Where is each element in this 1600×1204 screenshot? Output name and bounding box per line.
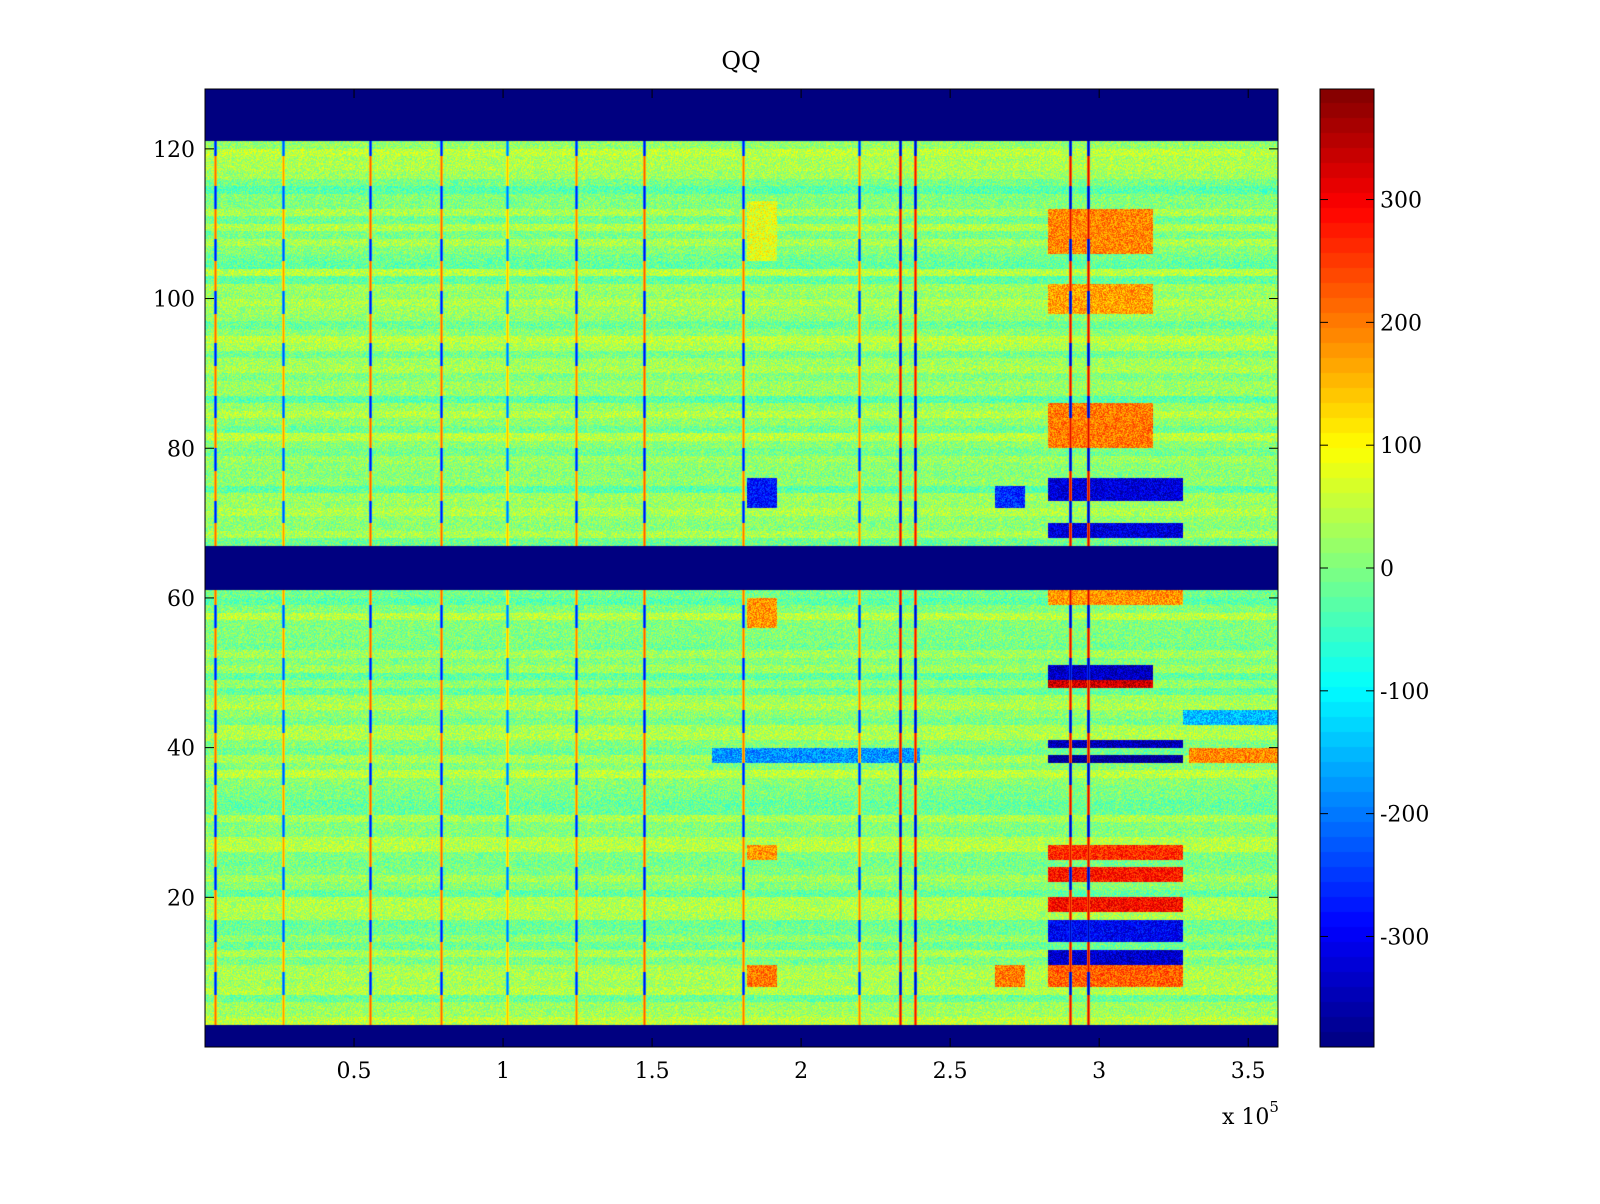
colorbar-axis: 300 200 100 0 -100 -200 -300 [1320, 189, 1429, 950]
x-tick-label: 2.5 [933, 1059, 968, 1084]
colorbar-tick-label: -200 [1380, 803, 1429, 828]
heatmap-canvas-holder [205, 89, 1278, 1047]
x-tick-label: 3.5 [1231, 1059, 1266, 1084]
x-tick-label: 1 [496, 1059, 510, 1084]
x-tick-label: 1.5 [635, 1059, 670, 1084]
x-tick-label: 3 [1092, 1059, 1106, 1084]
x-tick-label: 0.5 [337, 1059, 372, 1084]
plot-frame [204, 88, 1279, 1048]
heatmap-plot-area [204, 88, 1279, 1048]
colorbar-tick-label: 100 [1380, 434, 1422, 459]
chart-title: QQ [721, 47, 760, 75]
y-tick-label: 60 [167, 587, 195, 612]
x-multiplier-label: x 105 [1222, 1098, 1279, 1130]
heatmap-image [205, 89, 1278, 1047]
y-tick-label: 120 [153, 138, 195, 163]
x-axis: 0.5 1 1.5 2 2.5 3 3.5 [337, 89, 1266, 1084]
colorbar-image [1320, 89, 1374, 1047]
y-tick-label: 80 [167, 437, 195, 462]
colorbar-canvas-holder [1320, 89, 1374, 1047]
colorbar-tick-label: -100 [1380, 680, 1429, 705]
y-tick-label: 100 [153, 288, 195, 313]
colorbar-tick-label: 0 [1380, 557, 1394, 582]
y-tick-label: 40 [167, 737, 195, 762]
colorbar-tick-label: 200 [1380, 311, 1422, 336]
y-tick-label: 20 [167, 886, 195, 911]
x-multiplier-base: x 10 [1222, 1105, 1269, 1130]
colorbar-tick-label: -300 [1380, 925, 1429, 950]
x-tick-label: 2 [794, 1059, 808, 1084]
colorbar-tick-label: 300 [1380, 189, 1422, 214]
y-axis: 20 40 60 80 100 120 [153, 138, 1278, 911]
x-multiplier-exponent: 5 [1269, 1098, 1279, 1116]
colorbar: 300 200 100 0 -100 -200 -300 [1319, 88, 1429, 1048]
